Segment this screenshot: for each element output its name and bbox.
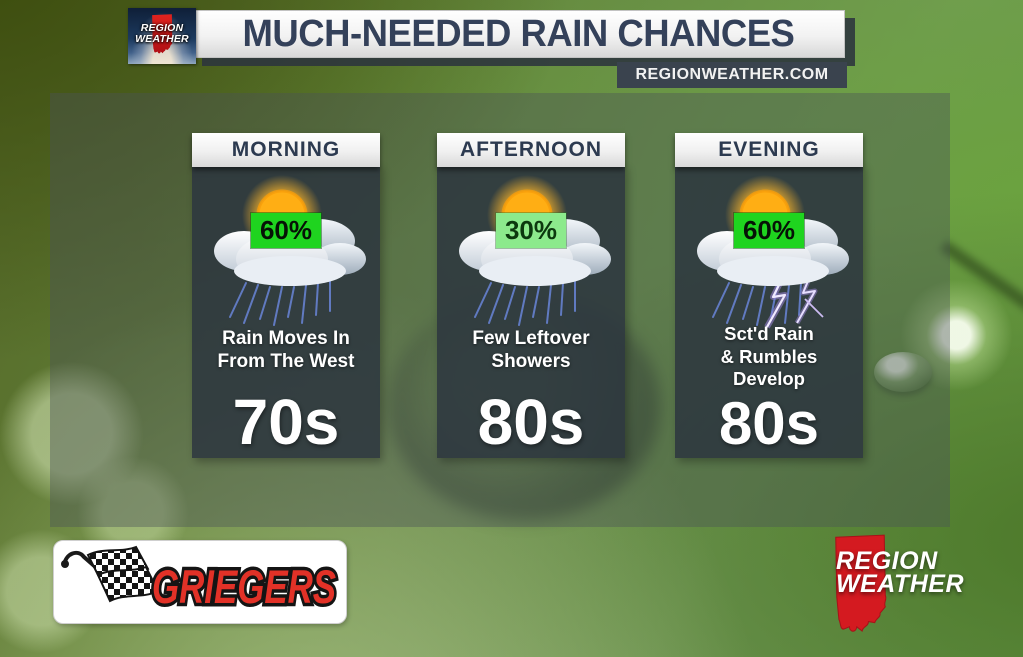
station-logo-line2: WEATHER xyxy=(135,33,189,45)
card-body: 60% Rain Moves In From The West 70s xyxy=(192,165,380,458)
website-url: REGIONWEATHER.COM xyxy=(635,66,829,83)
card-period-header: EVENING xyxy=(675,133,863,167)
station-logo-line1: REGION xyxy=(140,22,184,34)
card-description: Sct'd Rain & Rumbles Develop xyxy=(721,323,818,391)
temperature: 70s xyxy=(232,386,340,458)
card-period-label: MORNING xyxy=(231,138,341,161)
background-water-droplet-small xyxy=(874,352,932,392)
rain-chance-badge: 60% xyxy=(734,213,804,248)
icon-wrap: 60% xyxy=(194,165,379,326)
icon-wrap: 30% xyxy=(439,165,624,326)
temperature: 80s xyxy=(477,386,585,458)
card-period-label: AFTERNOON xyxy=(460,138,602,161)
indiana-state-icon xyxy=(835,534,887,632)
icon-wrap: 60% xyxy=(677,165,862,329)
indiana-state-icon xyxy=(152,14,173,54)
card-description: Rain Moves In From The West xyxy=(218,327,355,373)
card-description: Few Leftover Showers xyxy=(472,327,589,373)
description-line: & Rumbles xyxy=(720,345,818,367)
station-logo-footer-text: REGION WEATHER xyxy=(836,547,965,598)
forecast-card-evening: EVENING xyxy=(675,133,863,458)
card-period-header: AFTERNOON xyxy=(437,133,625,167)
title-bar: MUCH-NEEDED RAIN CHANCES xyxy=(192,10,845,58)
page-title: MUCH-NEEDED RAIN CHANCES xyxy=(242,12,795,55)
description-line: Few Leftover xyxy=(472,328,590,349)
sponsor-name-outline: GRIEGERS xyxy=(152,560,336,613)
card-body: 30% Few Leftover Showers 80s xyxy=(437,165,625,458)
rain-chance-badge: 30% xyxy=(496,213,566,248)
rain-chance-badge: 60% xyxy=(251,213,321,248)
description-line: Develop xyxy=(733,368,805,390)
sponsor-logo: GRIEGERS GRIEGERS xyxy=(53,540,347,624)
forecast-card-morning: MORNING xyxy=(192,133,380,458)
forecast-card-afternoon: AFTERNOON xyxy=(437,133,625,458)
sponsor-logo-art: GRIEGERS GRIEGERS xyxy=(61,545,340,617)
website-bar: REGIONWEATHER.COM xyxy=(617,62,847,88)
card-period-header: MORNING xyxy=(192,133,380,167)
description-line: Showers xyxy=(491,351,571,373)
checkered-flag-icon xyxy=(96,565,160,603)
temperature: 80s xyxy=(718,390,820,457)
card-body: 60% Sct'd Rain & Rumbles Develop 80s xyxy=(675,165,863,458)
card-period-label: EVENING xyxy=(718,138,820,161)
description-line: Sct'd Rain xyxy=(724,323,814,344)
description-line: From The West xyxy=(217,351,355,373)
station-logo-line1: REGION xyxy=(836,547,938,575)
description-line: Rain Moves In xyxy=(222,328,350,349)
station-logo-footer: REGION WEATHER xyxy=(820,524,1020,654)
station-logo-line2: WEATHER xyxy=(836,570,965,598)
station-logo-header: REGION WEATHER xyxy=(128,8,196,64)
sponsor-name: GRIEGERS xyxy=(152,560,336,613)
station-logo-header-text: REGION WEATHER xyxy=(128,23,196,45)
